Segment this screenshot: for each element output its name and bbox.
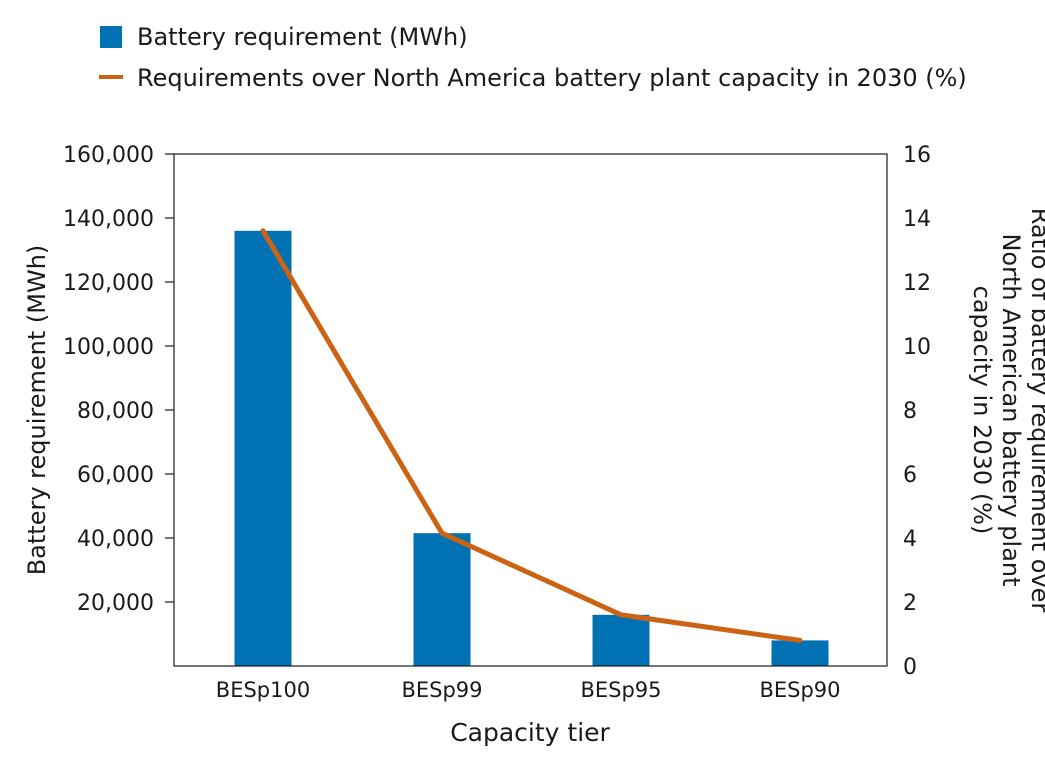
y2-tick-label: 0 xyxy=(903,655,917,680)
bar-besp100 xyxy=(234,230,292,667)
legend-line-label: Requirements over North America battery … xyxy=(137,64,967,92)
y2-tick-label: 2 xyxy=(903,591,917,616)
y-tick-label: 140,000 xyxy=(63,207,154,232)
x-tick-label: BESp95 xyxy=(580,678,661,702)
y-tick-label: 160,000 xyxy=(63,143,154,168)
y2-title-line: Ratio of battery requirement over xyxy=(1026,208,1045,613)
y2-tick-label: 14 xyxy=(903,207,931,232)
left-axis-ticks: 20,000 40,000 60,000 80,000 100,000 120,000 14… xyxy=(63,143,174,616)
x-axis-labels: BESp100 BESp99 BESp95 BESp90 xyxy=(216,678,841,702)
y-tick-label: 120,000 xyxy=(63,271,154,296)
ratio-line xyxy=(260,228,803,643)
plot-area xyxy=(173,153,888,667)
bars xyxy=(234,230,829,667)
y-axis-title: Battery requirement (MWh) xyxy=(23,245,51,576)
x-tick-label: BESp99 xyxy=(401,678,482,702)
x-tick-label: BESp90 xyxy=(759,678,840,702)
y-tick-label: 100,000 xyxy=(63,335,154,360)
y-tick-label: 20,000 xyxy=(77,591,154,616)
legend: Battery requirement (MWh) Requirements o… xyxy=(99,23,967,92)
y2-title-line: capacity in 2030 (%) xyxy=(968,286,996,535)
x-tick-label: BESp100 xyxy=(216,678,310,702)
x-axis-title: Capacity tier xyxy=(450,718,610,747)
y2-title-line: North American battery plant xyxy=(997,233,1025,586)
y-tick-label: 80,000 xyxy=(77,399,154,424)
bar-besp99 xyxy=(413,533,471,666)
right-axis-ticks: 0 2 4 6 8 10 12 14 16 xyxy=(903,143,931,680)
y2-tick-label: 4 xyxy=(903,527,917,552)
y-tick-label: 40,000 xyxy=(77,527,154,552)
y2-tick-label: 12 xyxy=(903,271,931,296)
bar-besp95 xyxy=(592,614,650,666)
y2-tick-label: 16 xyxy=(903,143,931,168)
bar-besp90 xyxy=(771,640,829,666)
legend-bar-swatch xyxy=(100,26,122,48)
y2-tick-label: 8 xyxy=(903,399,917,424)
y2-tick-label: 6 xyxy=(903,463,917,488)
y2-tick-label: 10 xyxy=(903,335,931,360)
legend-bar-label: Battery requirement (MWh) xyxy=(137,23,468,51)
y-tick-label: 60,000 xyxy=(77,463,154,488)
